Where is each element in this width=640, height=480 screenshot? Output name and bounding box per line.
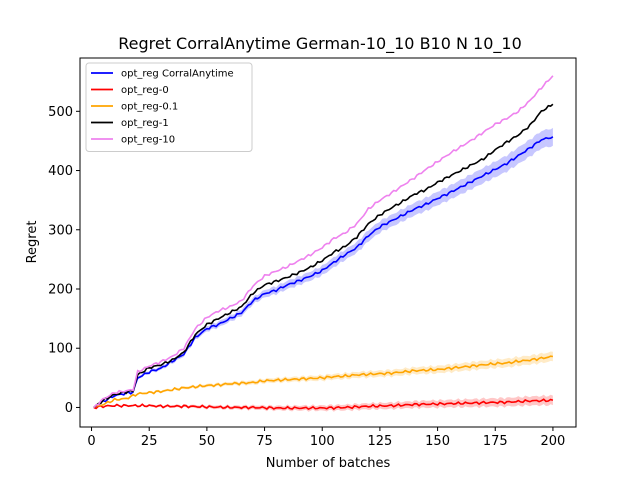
x-axis-label: Number of batches — [266, 456, 391, 471]
series-line-opt-reg-1 — [93, 103, 554, 409]
x-tick-label: 0 — [87, 434, 95, 449]
x-tick-label: 25 — [141, 434, 158, 449]
y-tick-label: 500 — [48, 105, 73, 120]
legend-entry: opt_reg CorralAnytime — [121, 69, 234, 80]
x-tick-label: 125 — [367, 434, 392, 449]
x-tick-label: 150 — [425, 434, 450, 449]
x-tick-label: 175 — [483, 434, 508, 449]
chart-title: Regret CorralAnytime German-10_10 B10 N … — [118, 34, 522, 54]
x-axis-ticks: 0 25 50 75 100 125 150 175 200 — [87, 427, 565, 449]
y-tick-label: 0 — [65, 401, 73, 416]
legend: opt_reg CorralAnytime opt_reg-0 opt_reg-0.… — [85, 62, 253, 152]
y-tick-label: 400 — [48, 164, 73, 179]
band-opt-reg-0 — [93, 394, 553, 412]
x-tick-label: 50 — [199, 434, 216, 449]
y-tick-label: 300 — [48, 223, 73, 238]
legend-entry: opt_reg-1 — [121, 118, 169, 129]
y-tick-label: 200 — [48, 282, 73, 297]
x-tick-label: 200 — [541, 434, 566, 449]
series-line-opt-reg-0 — [93, 398, 554, 411]
y-tick-label: 100 — [48, 342, 73, 357]
y-axis-label: Regret — [25, 221, 40, 264]
y-axis-ticks: 0 100 200 300 400 500 — [48, 105, 80, 416]
legend-box — [85, 62, 253, 152]
legend-entry: opt_reg-0 — [121, 85, 169, 96]
legend-entry: opt_reg-0.1 — [121, 102, 178, 113]
x-tick-label: 75 — [256, 434, 273, 449]
legend-entry: opt_reg-10 — [121, 135, 175, 146]
band-opt-reg-0-1 — [93, 351, 553, 409]
plot-frame — [79, 57, 577, 428]
series-line-opt-reg-0-1 — [93, 355, 554, 409]
series-lines — [93, 75, 554, 411]
series-line-opt-reg-10 — [93, 75, 554, 409]
x-tick-label: 100 — [310, 434, 335, 449]
